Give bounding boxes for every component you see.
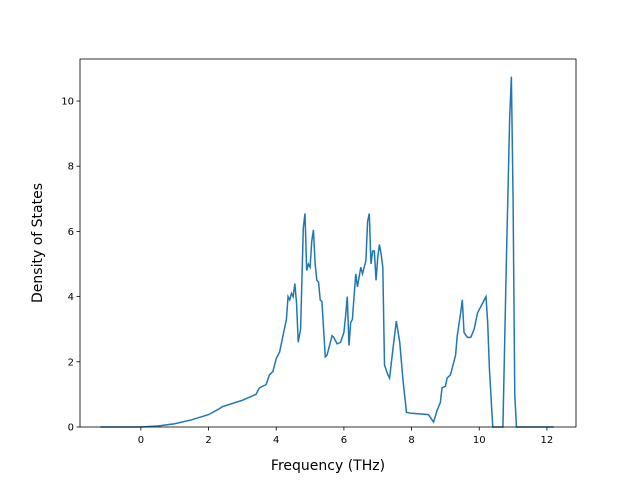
- plot-frame: [79, 58, 577, 428]
- x-tick-label: 10: [473, 435, 486, 446]
- x-axis-label: Frequency (THz): [271, 458, 385, 474]
- x-tick-label: 0: [138, 435, 144, 446]
- x-tick-label: 4: [273, 435, 279, 446]
- y-tick-label: 0: [68, 423, 74, 434]
- x-tick-label: 12: [541, 435, 554, 446]
- x-tick-label: 2: [205, 435, 211, 446]
- y-tick-label: 8: [68, 162, 74, 173]
- y-tick-label: 10: [61, 97, 74, 108]
- line-series: [100, 76, 554, 428]
- y-tick-label: 4: [68, 292, 74, 303]
- x-tick-label: 6: [341, 435, 347, 446]
- y-tick-label: 2: [68, 357, 74, 368]
- y-axis-label: Density of States: [30, 183, 46, 303]
- x-tick-label: 8: [408, 435, 414, 446]
- y-tick-label: 6: [68, 227, 74, 238]
